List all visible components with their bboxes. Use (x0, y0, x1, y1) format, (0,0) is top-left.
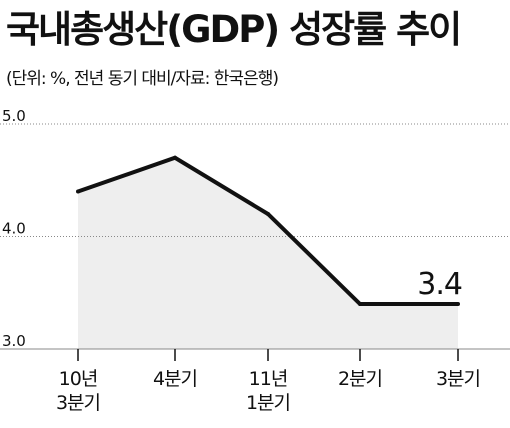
x-category-label-3: 2분기 (338, 368, 382, 390)
x-category-label-4: 3분기 (436, 368, 480, 390)
x-category-label-1: 4분기 (153, 368, 197, 390)
y-tick-label-4.0: 4.0 (2, 220, 26, 238)
y-tick-label-3.0: 3.0 (2, 332, 26, 350)
chart-subtitle: (단위: %, 전년 동기 대비/자료: 한국은행) (6, 69, 279, 89)
data-point-0 (76, 189, 80, 194)
x-category-line-3-0: 2분기 (338, 368, 382, 390)
x-category-label-2: 11년 1분기 (246, 368, 290, 414)
data-point-3 (358, 302, 362, 306)
data-label-4: 3.4 (417, 267, 462, 302)
x-category-line-4-0: 3분기 (436, 368, 480, 390)
x-category-line-0-0: 10년 (59, 368, 98, 390)
data-point-2 (266, 212, 270, 216)
data-point-1 (173, 155, 177, 160)
data-point-4 (456, 302, 460, 306)
y-tick-label-5.0: 5.0 (2, 107, 26, 125)
x-category-line-2-1: 1분기 (246, 392, 290, 414)
x-category-line-1-0: 4분기 (153, 368, 197, 390)
area-fill (78, 157, 458, 349)
x-category-line-0-1: 3분기 (56, 392, 100, 414)
x-category-line-2-0: 11년 (249, 368, 288, 390)
x-category-label-0: 10년 3분기 (56, 368, 100, 414)
chart-title: 국내총생산(GDP) 성장률 추이 (6, 8, 462, 51)
